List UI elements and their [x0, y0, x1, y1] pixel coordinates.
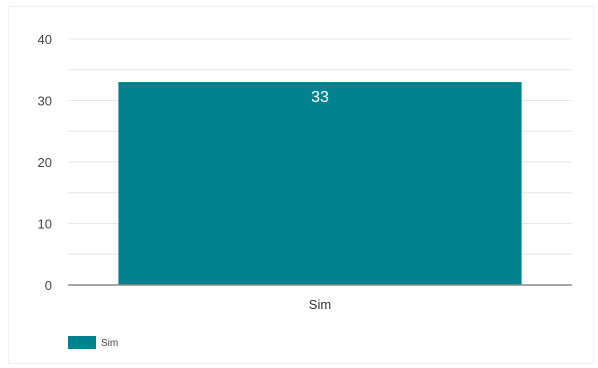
y-axis-ticks: 0 10 20 30 40 — [38, 32, 52, 293]
y-tick-label: 40 — [38, 32, 52, 47]
y-tick-label: 10 — [38, 217, 52, 232]
bar — [118, 82, 522, 285]
y-tick-label: 0 — [45, 278, 52, 293]
x-tick-label: Sim — [309, 297, 331, 312]
y-tick-label: 30 — [38, 94, 52, 109]
legend-swatch — [68, 336, 96, 349]
y-tick-label: 20 — [38, 155, 52, 170]
bar-data-label: 33 — [311, 89, 329, 106]
x-axis-ticks: Sim — [309, 297, 331, 312]
bars: 33 — [118, 82, 522, 285]
legend-label: Sim — [101, 338, 118, 349]
legend: Sim — [68, 336, 118, 349]
